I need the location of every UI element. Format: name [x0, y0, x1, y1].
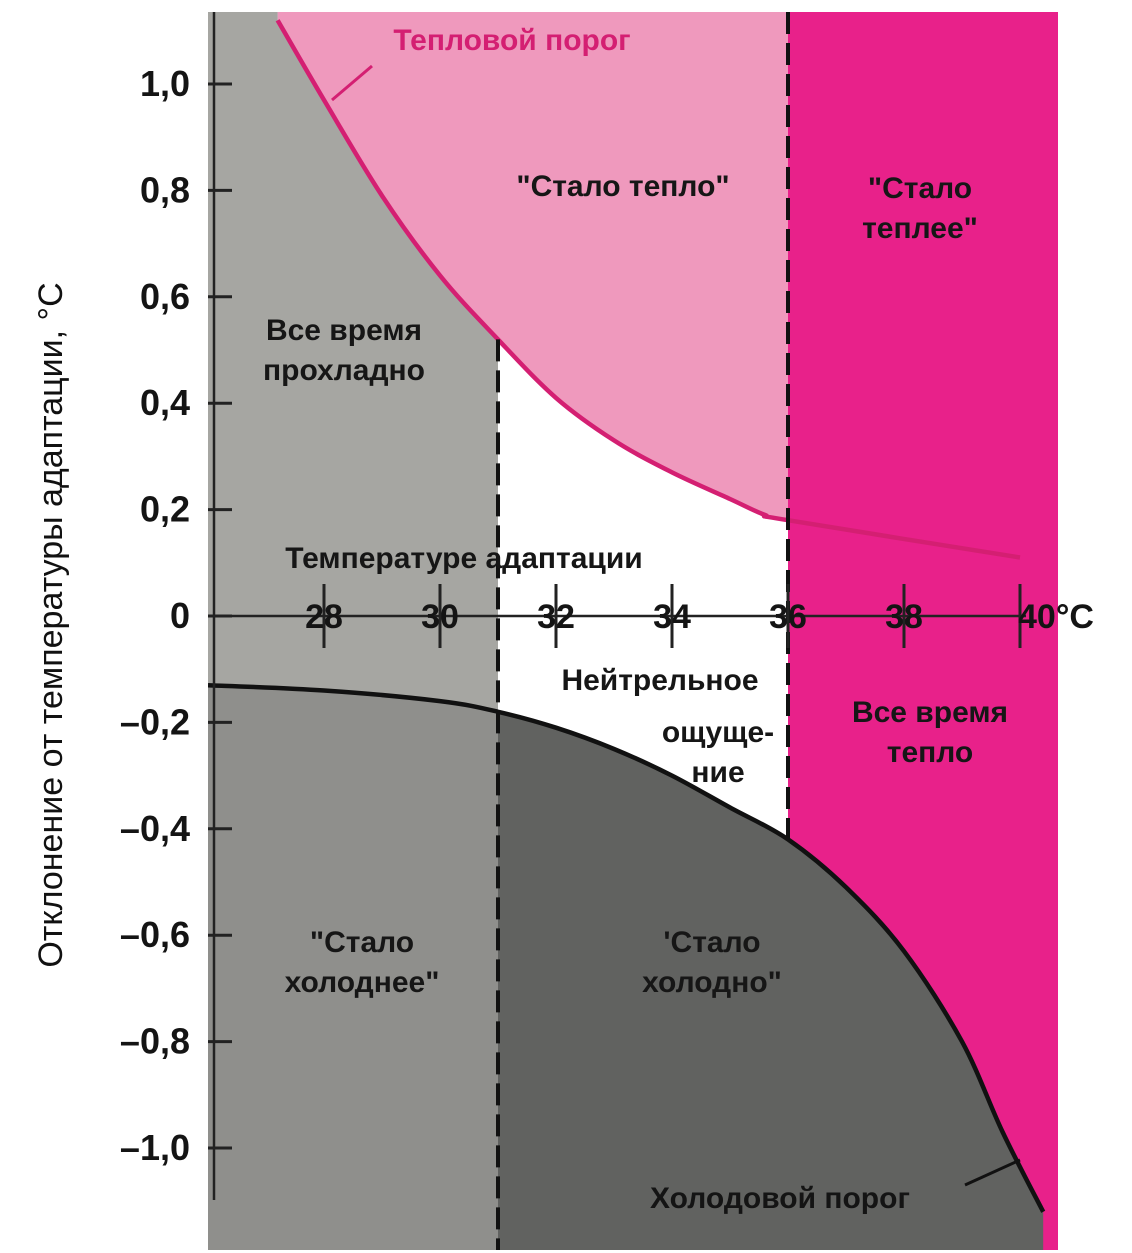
x-tick-label: 36: [769, 598, 807, 636]
y-tick-label: –0,2: [120, 701, 190, 742]
y-tick-label: –0,8: [120, 1021, 190, 1062]
heat-threshold-label: Тепловой порог: [393, 24, 630, 57]
y-axis-label: Отклонение от температуры адаптации, °С: [32, 282, 70, 967]
region-label-neutral-2: ние: [691, 756, 744, 789]
y-tick-label: 0,6: [140, 276, 190, 317]
cold-threshold-label: Холодовой порог: [650, 1182, 910, 1215]
heat-threshold-line: [275, 19, 1021, 560]
threshold-lines: [208, 12, 1046, 1250]
y-tick-label: –1,0: [120, 1127, 190, 1168]
region-label-cool: Все время: [266, 314, 422, 347]
y-tick-label: –0,6: [120, 914, 190, 955]
cold-threshold-line: [208, 682, 1046, 1213]
x-tick-label: 38: [885, 598, 923, 636]
y-tick-label: 0,2: [140, 489, 190, 530]
chart-labels: 1,0 0,8 0,6 0,4 0,2 0 –0,2 –0,4 –0,6 –0,8 –1,0 28 30…: [32, 24, 1094, 1215]
y-tick-label: 0,4: [140, 382, 190, 423]
x-tick-label: 30: [421, 598, 459, 636]
region-label-warm: "Стало тепло": [516, 170, 729, 203]
region-label-colder: "Стало: [310, 926, 414, 959]
y-tick-label: –0,4: [120, 808, 190, 849]
heat-label-leader: [331, 64, 373, 102]
x-tick-label: 40°С: [1018, 598, 1094, 636]
y-tick-label: 0: [170, 595, 190, 636]
colder-region: [208, 685, 498, 1250]
region-label-cool: прохладно: [263, 354, 425, 387]
cold-label-leader: [964, 1158, 1021, 1187]
axis-caption: Температуре адаптации: [285, 542, 642, 575]
region-label-cold: 'Стало: [663, 926, 760, 959]
x-tick-label: 32: [537, 598, 575, 636]
region-label-neutral-2: ощуще-: [662, 716, 774, 749]
region-label-warmer: теплее": [862, 212, 978, 245]
axes: [208, 12, 1026, 1200]
x-tick-label: 28: [305, 598, 343, 636]
y-tick-label: 0,8: [140, 169, 190, 210]
region-label-always-warm: Все время: [852, 696, 1008, 729]
region-label-colder: холоднее": [285, 966, 440, 999]
region-label-warmer: "Стало: [868, 172, 972, 205]
y-tick-label: 1,0: [140, 63, 190, 104]
region-label-neutral: Нейтрельное: [561, 664, 758, 697]
chart-regions: [208, 12, 1058, 1250]
x-tick-label: 34: [653, 598, 691, 636]
region-label-always-warm: тепло: [887, 736, 973, 769]
cold-region: [498, 711, 1044, 1250]
region-label-cold: холодно": [642, 966, 782, 999]
